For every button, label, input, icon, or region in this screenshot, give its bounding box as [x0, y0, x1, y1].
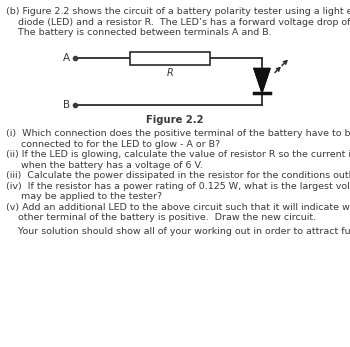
Text: Your solution should show all of your working out in order to attract full marks: Your solution should show all of your wo…	[6, 228, 350, 237]
Text: may be applied to the tester?: may be applied to the tester?	[6, 192, 162, 201]
Text: other terminal of the battery is positive.  Draw the new circuit.: other terminal of the battery is positiv…	[6, 213, 316, 222]
Text: R: R	[167, 68, 173, 77]
Text: diode (LED) and a resistor R.  The LED’s has a forward voltage drop of 1.4 V.: diode (LED) and a resistor R. The LED’s …	[6, 17, 350, 26]
Text: The battery is connected between terminals A and B.: The battery is connected between termina…	[6, 28, 272, 37]
Text: Figure 2.2: Figure 2.2	[146, 115, 204, 125]
Text: B: B	[63, 100, 70, 110]
Text: (iii)  Calculate the power dissipated in the resistor for the conditions outline: (iii) Calculate the power dissipated in …	[6, 171, 350, 180]
Polygon shape	[254, 68, 270, 93]
Bar	[130, 51, 210, 65]
Text: (ii) If the LED is glowing, calculate the value of resistor R so the current is : (ii) If the LED is glowing, calculate th…	[6, 150, 350, 159]
Text: (v) Add an additional LED to the above circuit such that it will indicate when t: (v) Add an additional LED to the above c…	[6, 203, 350, 212]
Text: A: A	[63, 53, 70, 63]
Text: (iv)  If the resistor has a power rating of 0.125 W, what is the largest voltage: (iv) If the resistor has a power rating …	[6, 181, 350, 191]
Text: (i)  Which connection does the positive terminal of the battery have to be: (i) Which connection does the positive t…	[6, 129, 350, 138]
Text: connected to for the LED to glow - A or B?: connected to for the LED to glow - A or …	[6, 139, 220, 149]
Text: (b) Figure 2.2 shows the circuit of a battery polarity tester using a light emit: (b) Figure 2.2 shows the circuit of a ba…	[6, 7, 350, 16]
Text: when the battery has a voltage of 6 V.: when the battery has a voltage of 6 V.	[6, 161, 203, 169]
